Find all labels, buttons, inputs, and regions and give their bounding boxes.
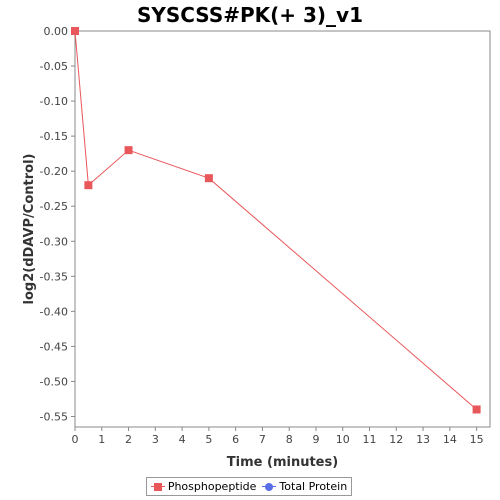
x-axis-label: Time (minutes)	[227, 455, 338, 470]
x-tick-label: 7	[259, 433, 266, 446]
y-tick-label: -0.15	[40, 130, 68, 143]
y-tick-label: -0.45	[40, 340, 68, 353]
y-axis-label: log2(dDAVP/Control)	[22, 154, 37, 305]
y-tick-label: -0.40	[40, 305, 68, 318]
x-tick-label: 11	[363, 433, 377, 446]
x-tick-label: 2	[125, 433, 132, 446]
x-tick-label: 4	[179, 433, 186, 446]
data-point-phosphopeptide	[124, 146, 133, 155]
y-tick-label: -0.35	[40, 270, 68, 283]
y-tick-label: -0.55	[40, 410, 68, 423]
y-tick-label: -0.50	[40, 375, 68, 388]
x-tick-label: 6	[232, 433, 239, 446]
x-tick-label: 14	[443, 433, 457, 446]
x-tick-label: 0	[72, 433, 79, 446]
data-point-phosphopeptide	[472, 405, 481, 414]
legend-item-total-protein: Total Protein	[262, 480, 347, 493]
x-tick-label: 10	[336, 433, 350, 446]
chart-title: SYSCSS#PK(+ 3)_v1	[136, 3, 364, 27]
x-tick-label: 9	[312, 433, 319, 446]
legend-label-phosphopeptide: Phosphopeptide	[167, 480, 257, 493]
legend-swatch-total-protein	[262, 482, 277, 492]
x-tick-label: 12	[389, 433, 403, 446]
data-point-phosphopeptide	[204, 174, 213, 183]
y-tick-label: -0.05	[40, 60, 68, 73]
legend-swatch-phosphopeptide	[150, 482, 165, 492]
x-tick-label: 15	[470, 433, 484, 446]
legend-label-total-protein: Total Protein	[279, 480, 348, 493]
x-tick-label: 8	[286, 433, 293, 446]
data-point-phosphopeptide	[84, 181, 93, 190]
x-tick-label: 3	[152, 433, 159, 446]
x-tick-label: 1	[98, 433, 105, 446]
x-tick-label: 13	[416, 433, 430, 446]
x-tick-label: 5	[205, 433, 212, 446]
y-tick-label: -0.20	[40, 165, 68, 178]
y-tick-label: -0.10	[40, 95, 68, 108]
legend: Phosphopeptide Total Protein	[146, 477, 352, 496]
y-tick-label: -0.30	[40, 235, 68, 248]
data-point-phosphopeptide	[71, 27, 79, 35]
y-tick-label: 0.00	[44, 25, 69, 38]
y-tick-label: -0.25	[40, 200, 68, 213]
legend-item-phosphopeptide: Phosphopeptide	[150, 480, 257, 493]
